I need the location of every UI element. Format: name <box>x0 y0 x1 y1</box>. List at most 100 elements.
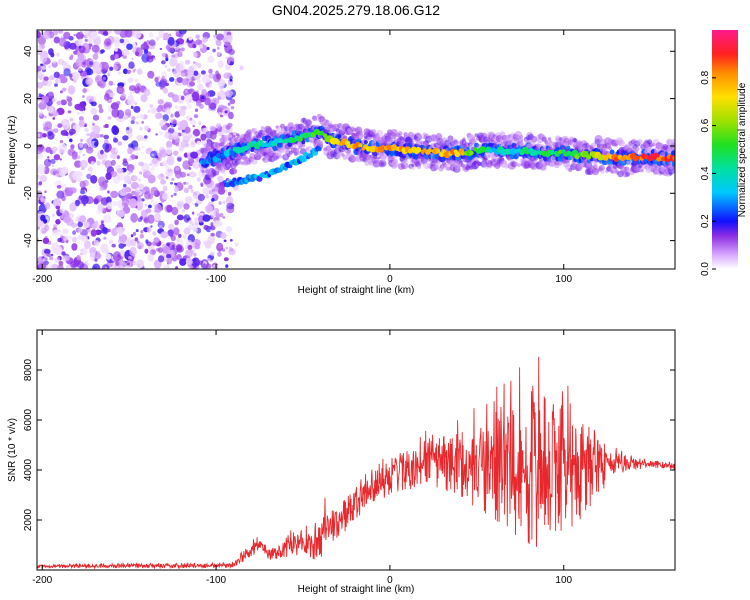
ridge-halo <box>584 142 590 149</box>
noise-speckle <box>42 30 51 40</box>
noise-speckle <box>160 231 169 239</box>
noise-speckle <box>65 264 71 269</box>
noise-speckle <box>164 107 171 115</box>
noise-speckle <box>212 220 221 228</box>
noise-speckle <box>210 232 215 237</box>
noise-speckle <box>78 119 85 128</box>
noise-speckle <box>109 66 114 71</box>
noise-speckle <box>224 189 228 193</box>
noise-speckle <box>37 190 43 199</box>
noise-speckle <box>52 128 59 134</box>
noise-speckle <box>127 171 131 175</box>
noise-speckle <box>163 32 170 41</box>
noise-speckle <box>60 215 64 219</box>
noise-speckle <box>227 102 231 106</box>
noise-speckle <box>37 153 40 159</box>
noise-speckle <box>102 143 110 150</box>
noise-speckle <box>47 130 53 136</box>
noise-speckle <box>203 240 208 246</box>
noise-speckle <box>139 234 144 239</box>
noise-speckle <box>112 125 117 131</box>
noise-speckle <box>117 71 122 75</box>
noise-speckle <box>38 93 42 98</box>
ridge-peak <box>479 146 486 153</box>
ridge-halo <box>435 133 443 140</box>
noise-speckle <box>205 195 210 199</box>
noise-speckle <box>105 172 112 181</box>
noise-speckle <box>71 243 78 251</box>
noise-speckle <box>153 237 160 243</box>
noise-speckle <box>197 62 202 69</box>
noise-speckle <box>112 64 118 71</box>
noise-speckle <box>63 68 71 77</box>
noise-speckle <box>78 150 83 154</box>
noise-speckle <box>215 183 220 188</box>
noise-speckle <box>127 132 133 139</box>
noise-speckle <box>189 119 197 126</box>
noise-speckle <box>58 30 63 34</box>
noise-speckle <box>38 101 47 110</box>
noise-speckle <box>180 140 189 148</box>
noise-speckle <box>161 192 170 201</box>
noise-speckle <box>185 59 191 65</box>
noise-speckle <box>77 53 86 63</box>
noise-speckle <box>143 218 148 222</box>
noise-speckle <box>134 102 138 106</box>
noise-speckle <box>59 158 62 161</box>
noise-speckle <box>205 204 213 213</box>
snr-xlabel: Height of straight line (km) <box>298 584 415 595</box>
noise-speckle <box>122 160 129 167</box>
snr-y-tick-label: 6000 <box>23 408 34 431</box>
noise-speckle <box>229 61 234 66</box>
noise-speckle <box>59 234 63 238</box>
snr-x-tick-label: -200 <box>32 575 52 586</box>
noise-speckle <box>118 232 123 237</box>
ridge-peak <box>532 149 539 156</box>
noise-speckle <box>131 57 134 61</box>
noise-speckle <box>79 248 84 253</box>
ridge-halo <box>637 139 643 144</box>
noise-speckle <box>99 224 104 230</box>
noise-speckle <box>225 56 228 59</box>
noise-speckle <box>100 149 104 155</box>
noise-speckle <box>230 106 235 110</box>
noise-speckle <box>85 260 89 264</box>
noise-speckle <box>167 92 175 98</box>
noise-speckle <box>217 244 223 249</box>
noise-speckle <box>110 159 116 166</box>
noise-speckle <box>59 139 64 144</box>
ridge-core <box>301 140 306 145</box>
noise-speckle <box>112 251 122 262</box>
noise-speckle <box>166 155 175 166</box>
noise-speckle <box>91 44 100 53</box>
noise-speckle <box>169 77 175 82</box>
noise-speckle <box>185 249 194 258</box>
ridge-halo <box>246 129 253 136</box>
noise-speckle <box>60 183 67 190</box>
noise-speckle <box>79 252 84 256</box>
noise-speckle <box>86 263 90 266</box>
ridge-halo <box>517 163 522 168</box>
noise-speckle <box>186 218 190 221</box>
noise-speckle <box>74 216 80 222</box>
noise-speckle <box>146 40 151 45</box>
noise-speckle <box>159 131 163 135</box>
ridge-halo <box>254 131 259 136</box>
noise-speckle <box>108 92 116 98</box>
noise-speckle <box>116 210 120 214</box>
noise-speckle <box>203 224 209 231</box>
ridge-halo <box>347 149 352 154</box>
noise-speckle <box>225 89 233 98</box>
noise-speckle <box>158 255 165 263</box>
noise-speckle <box>176 254 182 261</box>
noise-speckle <box>184 126 191 134</box>
noise-speckle <box>215 39 222 47</box>
noise-speckle <box>212 48 216 53</box>
noise-speckle <box>76 112 80 115</box>
noise-speckle <box>218 104 225 110</box>
noise-speckle <box>96 160 101 166</box>
noise-speckle <box>104 38 112 47</box>
ridge-halo <box>358 131 364 136</box>
noise-speckle <box>121 196 125 201</box>
ridge-halo <box>320 117 326 123</box>
